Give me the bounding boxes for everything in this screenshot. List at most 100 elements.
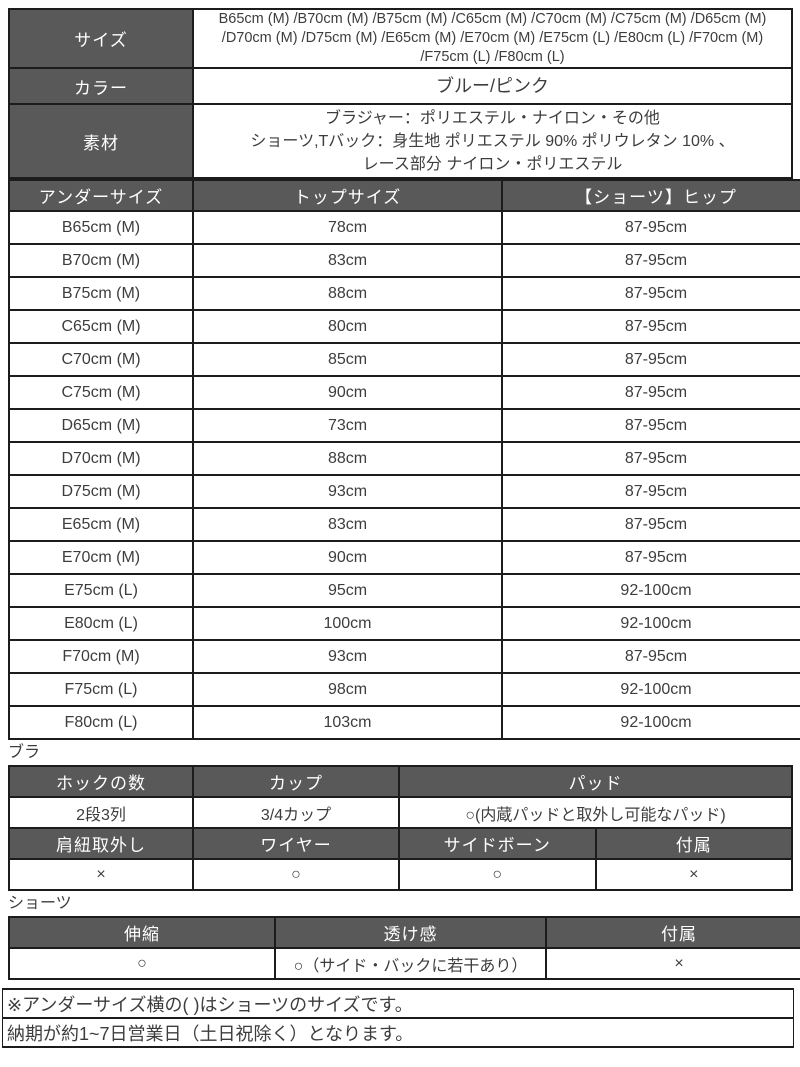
cell-sheerness: ○（サイド・バックに若干あり） (274, 947, 547, 980)
cell-top-size: 83cm (192, 507, 503, 542)
col-header-side-bone: サイドボーン (398, 827, 597, 860)
material-line: ブラジャー：ポリエステル・ナイロン・その他 (325, 109, 660, 127)
size-table-row: C75cm (M) 90cm 87-95cm (8, 375, 800, 410)
size-table-row: F80cm (L) 103cm 92-100cm (8, 705, 800, 740)
cell-under-size: F75cm (L) (8, 672, 194, 707)
cell-hip: 92-100cm (501, 705, 800, 740)
size-table-row: B75cm (M) 88cm 87-95cm (8, 276, 800, 311)
note-row: 納期が約1~7日営業日（土日祝除く）となります。 (2, 1017, 794, 1048)
shorts-spec-table: 伸縮 透け感 付属 ○ ○（サイド・バックに若干あり） × (8, 916, 800, 980)
cell-under-size: E75cm (L) (8, 573, 194, 608)
col-header-cup: カップ (192, 765, 400, 798)
cell-under-size: D70cm (M) (8, 441, 194, 476)
cell-top-size: 88cm (192, 276, 503, 311)
cell-hip: 87-95cm (501, 408, 800, 443)
col-header-hook-count: ホックの数 (8, 765, 194, 798)
col-header-wire: ワイヤー (192, 827, 400, 860)
cell-hip: 87-95cm (501, 276, 800, 311)
cell-top-size: 83cm (192, 243, 503, 278)
size-table-row: E75cm (L) 95cm 92-100cm (8, 573, 800, 608)
info-value-material: ブラジャー：ポリエステル・ナイロン・その他 ショーツ,Tバック：身生地 ポリエス… (192, 103, 793, 179)
col-header-pad: パッド (398, 765, 793, 798)
cell-hip: 87-95cm (501, 540, 800, 575)
size-table-row: E70cm (M) 90cm 87-95cm (8, 540, 800, 575)
col-header-strap-removable: 肩紐取外し (8, 827, 194, 860)
cell-top-size: 90cm (192, 540, 503, 575)
cell-strap-removable: × (8, 858, 194, 891)
cell-wire: ○ (192, 858, 400, 891)
cell-pad: ○(内蔵パッドと取外し可能なパッド) (398, 796, 793, 829)
size-chart-table: アンダーサイズ トップサイズ 【ショーツ】ヒップ B65cm (M) 78cm … (8, 179, 800, 740)
bra-section-label: ブラ (8, 744, 41, 761)
col-header-shorts-accessory: 付属 (545, 916, 800, 949)
bra-value-row-2: × ○ ○ × (8, 858, 793, 891)
cell-hip: 87-95cm (501, 243, 800, 278)
col-header-accessory: 付属 (594, 827, 793, 860)
cell-hip: 87-95cm (501, 639, 800, 674)
shorts-section-label: ショーツ (8, 895, 72, 912)
info-row-size: サイズ B65cm (M) /B70cm (M) /B75cm (M) /C65… (8, 8, 793, 69)
material-line: レース部分 ナイロン・ポリエステル (362, 155, 623, 173)
cell-under-size: E65cm (M) (8, 507, 194, 542)
size-table-header-row: アンダーサイズ トップサイズ 【ショーツ】ヒップ (8, 179, 800, 212)
cell-under-size: C65cm (M) (8, 309, 194, 344)
cell-under-size: E80cm (L) (8, 606, 194, 641)
cell-under-size: C75cm (M) (8, 375, 194, 410)
cell-shorts-accessory: × (545, 947, 800, 980)
bra-spec-table: ホックの数 カップ パッド 2段3列 3/4カップ ○(内蔵パッドと取外し可能な… (8, 765, 793, 891)
cell-accessory: × (594, 858, 793, 891)
col-header-sheerness: 透け感 (274, 916, 547, 949)
cell-under-size: B70cm (M) (8, 243, 194, 278)
info-label-material: 素材 (8, 103, 194, 179)
cell-hip: 87-95cm (501, 474, 800, 509)
info-label-size: サイズ (8, 8, 194, 69)
col-header-shorts-hip: 【ショーツ】ヒップ (501, 179, 800, 212)
col-header-under-size: アンダーサイズ (8, 179, 194, 212)
footer-notes: ※アンダーサイズ横の( )はショーツのサイズです。 納期が約1~7日営業日（土日… (2, 988, 794, 1048)
size-table-row: C70cm (M) 85cm 87-95cm (8, 342, 800, 377)
cell-under-size: F70cm (M) (8, 639, 194, 674)
bra-header-row-2: 肩紐取外し ワイヤー サイドボーン 付属 (8, 827, 793, 860)
col-header-stretch: 伸縮 (8, 916, 276, 949)
info-row-material: 素材 ブラジャー：ポリエステル・ナイロン・その他 ショーツ,Tバック：身生地 ポ… (8, 103, 793, 179)
col-header-top-size: トップサイズ (192, 179, 503, 212)
cell-hip: 92-100cm (501, 672, 800, 707)
cell-top-size: 88cm (192, 441, 503, 476)
cell-top-size: 80cm (192, 309, 503, 344)
cell-stretch: ○ (8, 947, 276, 980)
shorts-header-row: 伸縮 透け感 付属 (8, 916, 800, 949)
cell-under-size: B75cm (M) (8, 276, 194, 311)
cell-hip: 87-95cm (501, 507, 800, 542)
cell-top-size: 78cm (192, 210, 503, 245)
cell-under-size: B65cm (M) (8, 210, 194, 245)
cell-hip: 87-95cm (501, 309, 800, 344)
info-value-size: B65cm (M) /B70cm (M) /B75cm (M) /C65cm (… (192, 8, 793, 69)
cell-hip: 87-95cm (501, 210, 800, 245)
size-table-row: B70cm (M) 83cm 87-95cm (8, 243, 800, 278)
size-table-row: D75cm (M) 93cm 87-95cm (8, 474, 800, 509)
product-info-table: サイズ B65cm (M) /B70cm (M) /B75cm (M) /C65… (8, 8, 793, 179)
cell-hip: 87-95cm (501, 441, 800, 476)
size-table-row: D65cm (M) 73cm 87-95cm (8, 408, 800, 443)
cell-top-size: 103cm (192, 705, 503, 740)
cell-hip: 92-100cm (501, 573, 800, 608)
cell-top-size: 95cm (192, 573, 503, 608)
info-value-color: ブルー/ピンク (192, 67, 793, 105)
material-line: ショーツ,Tバック：身生地 ポリエステル 90% ポリウレタン 10% 、 (250, 132, 735, 150)
note-delivery-time: 納期が約1~7日営業日（土日祝除く）となります。 (2, 1017, 794, 1048)
size-table-row: F75cm (L) 98cm 92-100cm (8, 672, 800, 707)
cell-hip: 87-95cm (501, 375, 800, 410)
cell-hip: 87-95cm (501, 342, 800, 377)
info-row-color: カラー ブルー/ピンク (8, 67, 793, 105)
info-label-color: カラー (8, 67, 194, 105)
size-table-row: C65cm (M) 80cm 87-95cm (8, 309, 800, 344)
cell-under-size: F80cm (L) (8, 705, 194, 740)
bra-value-row-1: 2段3列 3/4カップ ○(内蔵パッドと取外し可能なパッド) (8, 796, 793, 829)
cell-top-size: 93cm (192, 474, 503, 509)
cell-under-size: C70cm (M) (8, 342, 194, 377)
cell-top-size: 98cm (192, 672, 503, 707)
size-table-row: B65cm (M) 78cm 87-95cm (8, 210, 800, 245)
cell-top-size: 90cm (192, 375, 503, 410)
shorts-value-row: ○ ○（サイド・バックに若干あり） × (8, 947, 800, 980)
